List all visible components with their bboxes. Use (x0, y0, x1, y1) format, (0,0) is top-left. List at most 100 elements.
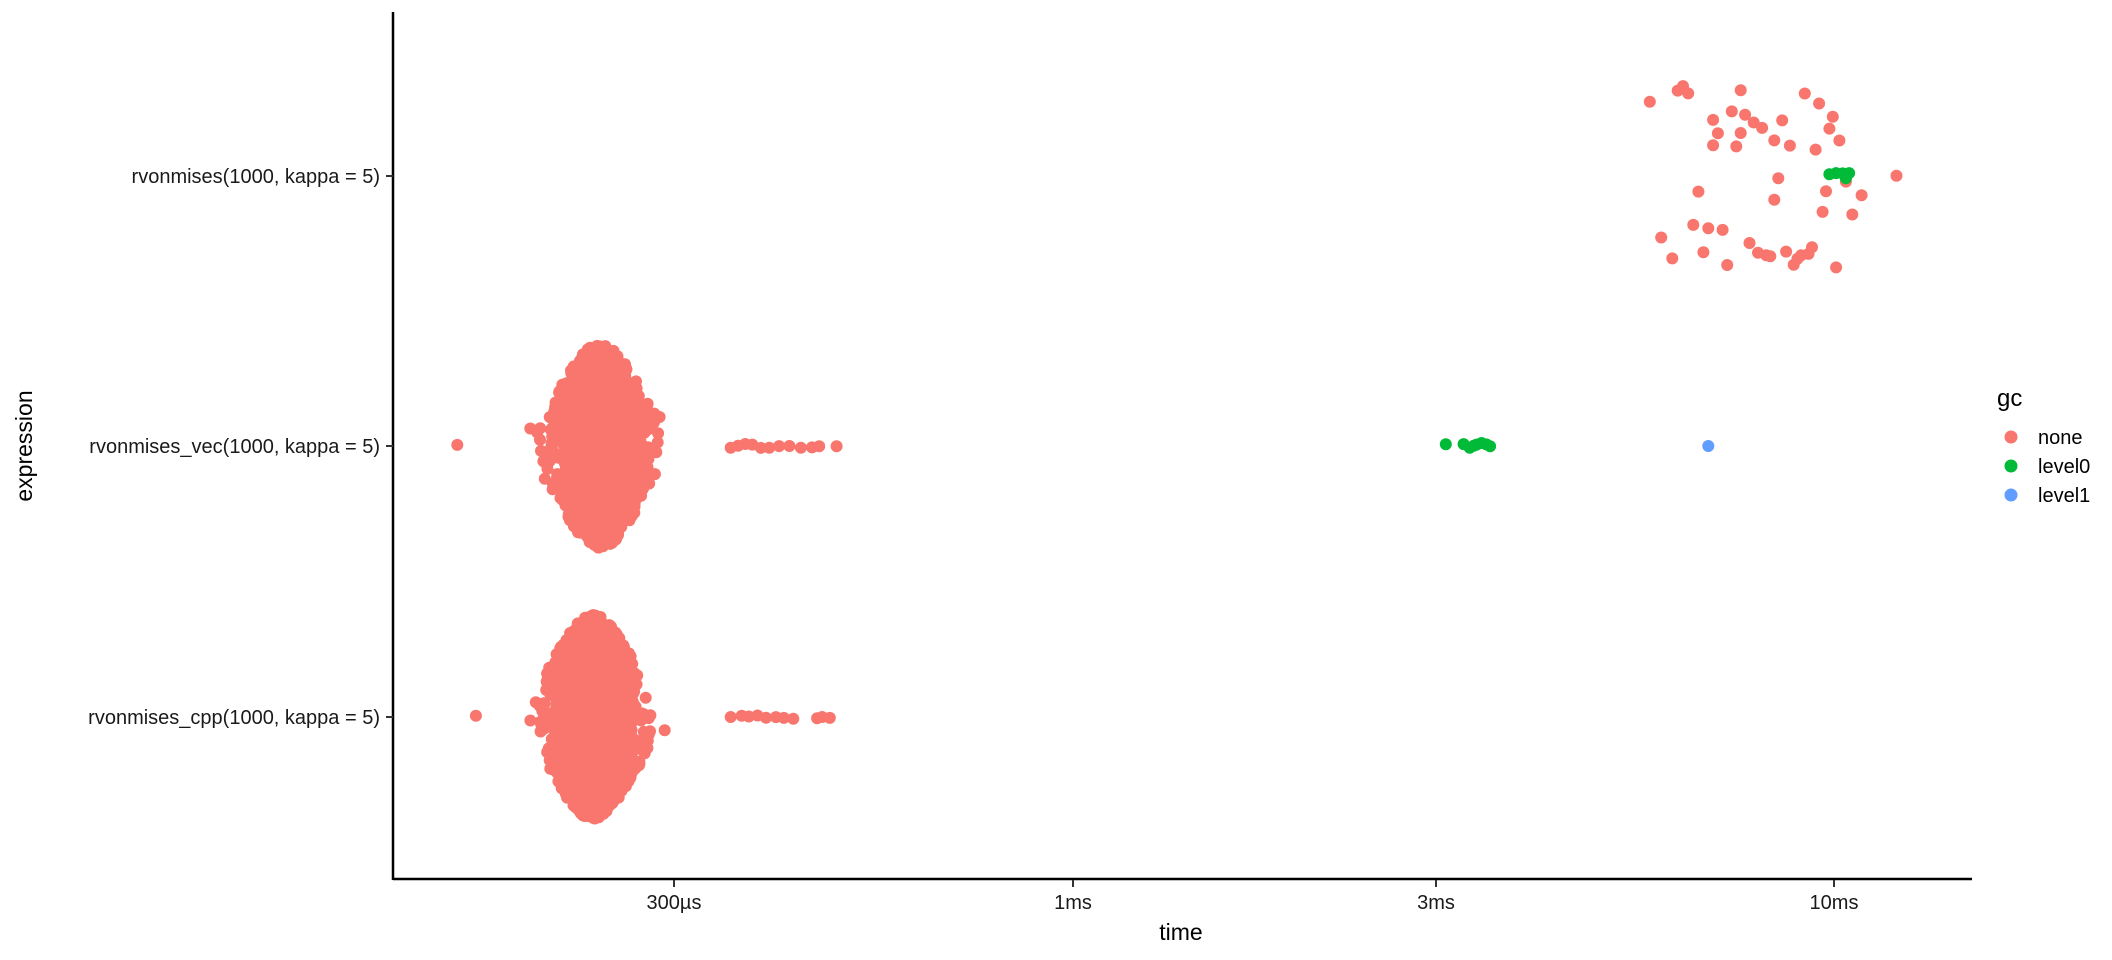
data-point-3050 (599, 676, 612, 689)
data-point-1498 (592, 390, 605, 403)
data-point-3006 (606, 797, 619, 810)
data-point-3047 (577, 793, 590, 806)
data-point-9 (1702, 222, 1715, 235)
data-point-3074 (823, 711, 836, 724)
legend-key-level1 (2004, 488, 2018, 502)
data-point-1473 (565, 432, 578, 445)
data-point-45 (1833, 134, 1846, 147)
data-point-3079 (1843, 167, 1856, 180)
data-point-14 (1721, 259, 1734, 271)
x-tick-label-2: 3ms (1417, 892, 1455, 914)
data-point-1461 (569, 373, 582, 386)
data-point-2988 (594, 623, 607, 636)
data-point-1486 (637, 482, 649, 495)
data-point-2613 (547, 722, 560, 735)
legend-title: gc (1997, 385, 2022, 412)
data-point-3068 (760, 711, 772, 724)
data-point-3053 (569, 656, 582, 669)
data-point-1519 (569, 421, 582, 434)
data-point-1510 (565, 509, 578, 522)
data-point-2964 (549, 656, 562, 669)
data-point-1529 (580, 405, 593, 417)
data-point-2946 (578, 759, 591, 772)
data-point-2932 (620, 748, 633, 761)
data-point-2959 (626, 680, 639, 693)
data-point-3046 (588, 805, 601, 818)
data-point-2299 (639, 691, 652, 704)
data-point-1512 (588, 463, 601, 476)
legend: gc none level0 level1 (1997, 385, 2090, 507)
data-point-1532 (567, 467, 580, 479)
data-point-1549 (593, 485, 606, 497)
data-point-25 (1764, 250, 1777, 263)
data-point-3007 (598, 640, 611, 653)
x-tick-label-3: 10ms (1810, 892, 1859, 914)
data-point-3042 (614, 721, 627, 734)
data-point-2948 (628, 712, 641, 724)
data-point-1547 (615, 480, 628, 493)
data-point-1550 (451, 438, 464, 451)
data-point-3066 (742, 710, 755, 723)
data-point-3034 (549, 756, 562, 769)
data-point-2912 (623, 701, 636, 714)
data-point-1450 (559, 499, 572, 512)
legend-key-level0 (2004, 459, 2018, 473)
data-point-48 (1855, 189, 1868, 202)
data-point-29 (1776, 114, 1789, 127)
data-point-2755 (537, 697, 550, 710)
data-point-2956 (658, 724, 671, 737)
data-point-1545 (613, 421, 626, 434)
data-point-3044 (616, 641, 629, 654)
data-point-41 (1820, 185, 1832, 198)
data-point-3041 (577, 648, 590, 661)
data-point-17 (1734, 84, 1747, 97)
legend-label-level1: level1 (2038, 485, 2090, 507)
data-point-2416 (524, 714, 537, 727)
data-point-0 (1643, 95, 1656, 108)
x-axis-title: time (1159, 919, 1202, 945)
y-axis-title: expression (11, 390, 37, 501)
data-point-1538 (594, 538, 607, 551)
data-point-1288 (593, 444, 606, 457)
data-point-31 (1783, 139, 1796, 152)
data-point-12 (1711, 127, 1724, 140)
data-point-1467 (604, 521, 617, 534)
data-point-1516 (629, 407, 642, 420)
data-point-3049 (580, 691, 593, 703)
data-point-3057 (568, 768, 581, 780)
data-point-3026 (578, 615, 591, 628)
data-point-35 (1798, 87, 1811, 100)
data-point-2541 (641, 742, 654, 754)
data-point-2865 (561, 791, 574, 804)
data-point-38 (1809, 143, 1822, 156)
data-point-44 (1830, 261, 1843, 274)
data-point-1503 (603, 390, 616, 403)
data-point-1367 (615, 446, 627, 459)
data-point-1540 (609, 459, 622, 472)
data-point-1472 (593, 522, 606, 535)
data-point-40 (1816, 205, 1829, 218)
data-point-37 (1806, 241, 1818, 254)
data-point-49 (1890, 169, 1903, 182)
data-point-2993 (604, 783, 616, 796)
y-tick-label-0: rvonmises(1000, kappa = 5) (132, 166, 380, 188)
data-point-1304 (641, 398, 653, 411)
data-point-1298 (627, 476, 639, 489)
data-point-1442 (550, 478, 563, 491)
data-point-3062 (561, 665, 574, 678)
data-point-1 (1655, 231, 1668, 244)
data-point-2955 (594, 693, 607, 705)
data-point-1421 (546, 421, 559, 434)
data-point-3048 (597, 768, 610, 781)
data-point-3064 (724, 711, 737, 723)
data-point-1528 (552, 451, 565, 464)
data-point-2712 (546, 734, 559, 747)
data-point-1541 (622, 503, 635, 516)
data-point-11 (1707, 113, 1720, 126)
data-point-1485 (579, 456, 592, 469)
data-point-1544 (595, 422, 608, 435)
data-point-966 (560, 377, 573, 390)
data-point-1557 (773, 440, 786, 453)
data-point-1443 (570, 385, 583, 398)
data-point-1533 (584, 360, 597, 373)
